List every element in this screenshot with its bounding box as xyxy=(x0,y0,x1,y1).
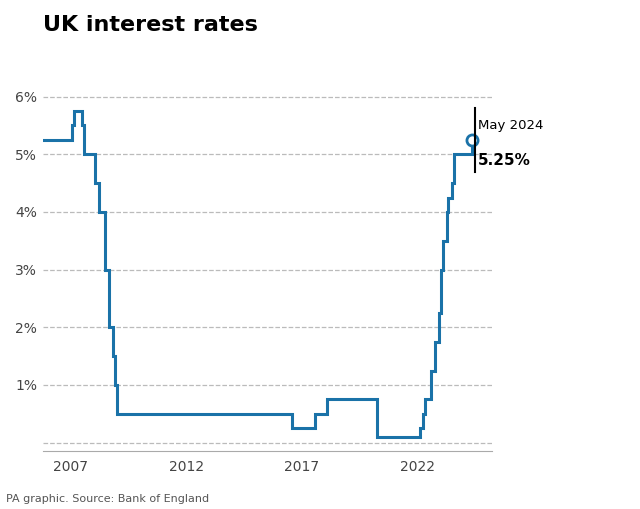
Text: PA graphic. Source: Bank of England: PA graphic. Source: Bank of England xyxy=(6,494,209,504)
Text: UK interest rates: UK interest rates xyxy=(42,15,257,35)
Text: May 2024: May 2024 xyxy=(478,119,543,132)
Text: 5.25%: 5.25% xyxy=(478,153,531,167)
